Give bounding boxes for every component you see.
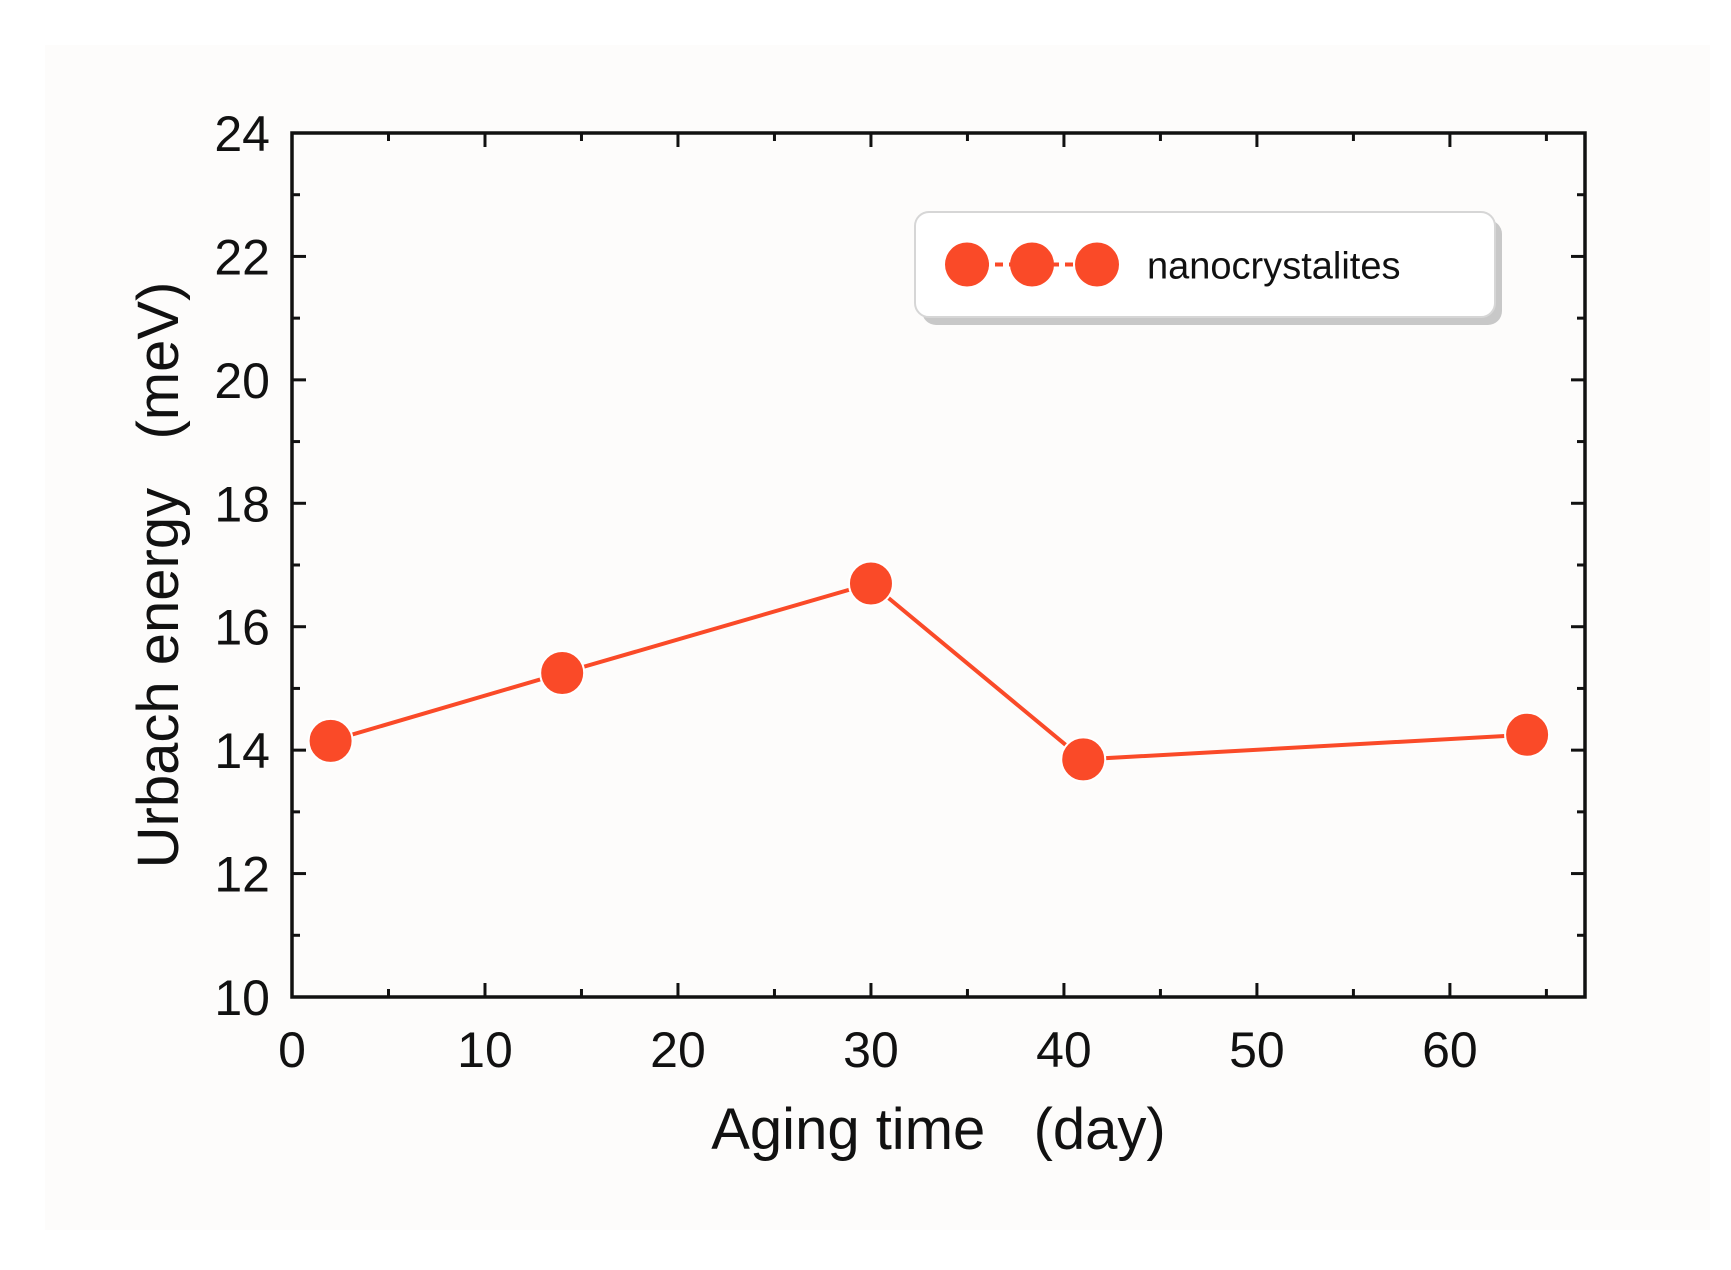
data-point [1060,736,1107,783]
x-tick-label: 20 [650,1022,706,1078]
series-layer [307,560,1551,783]
legend-marker [1075,242,1119,287]
data-point [847,560,894,607]
data-point [307,717,354,764]
x-tick-label: 50 [1229,1022,1285,1078]
data-point [539,650,586,696]
y-tick-label: 24 [214,106,270,162]
legend-marker [1010,242,1054,287]
x-tick-label: 0 [278,1022,306,1078]
y-axis-title: Urbach energy (meV) [126,282,191,869]
x-tick-label: 30 [843,1022,899,1078]
data-point [1504,711,1551,758]
x-axis-title: Aging time (day) [711,1097,1166,1162]
y-tick-label: 20 [214,353,270,409]
y-tick-label: 18 [214,476,270,532]
x-tick-label: 10 [457,1022,513,1078]
x-tick-label: 40 [1036,1022,1092,1078]
legend-box [914,211,1496,318]
x-tick-label: 60 [1422,1022,1478,1078]
legend-label: nanocrystalites [1147,246,1400,288]
y-tick-label: 16 [214,600,270,656]
y-tick-label: 10 [214,970,270,1026]
legend-marker [945,242,989,287]
y-tick-label: 12 [214,847,270,903]
y-tick-label: 14 [214,723,270,779]
legend: nanocrystalites [914,211,1502,325]
y-tick-label: 22 [214,229,270,285]
